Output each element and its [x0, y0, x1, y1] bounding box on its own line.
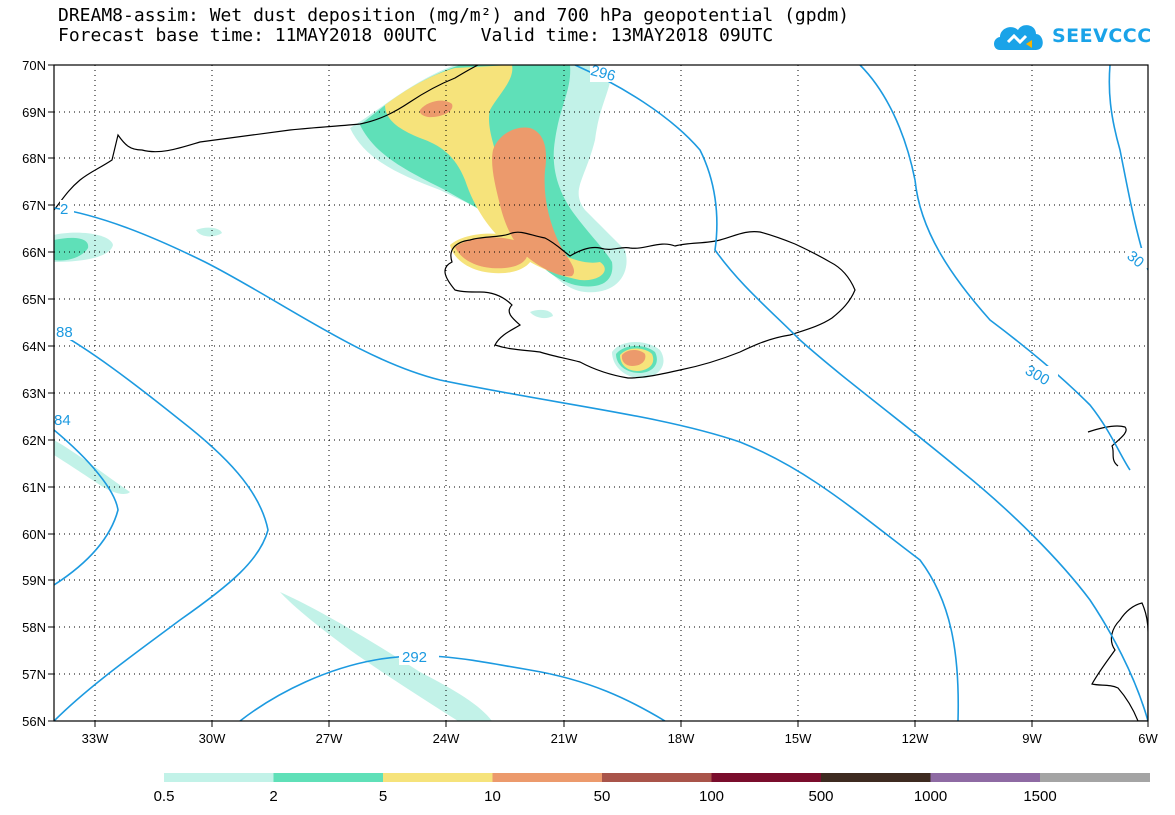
- legend-swatch: [492, 773, 603, 782]
- geopotential-contours: [54, 65, 1148, 721]
- greenland-east-coast: [54, 65, 479, 211]
- latitude-labels: 70N 69N 68N 67N 66N 65N 64N 63N 62N 61N …: [22, 58, 46, 729]
- legend-label: 1500: [1023, 788, 1056, 805]
- contour-296: [574, 65, 1148, 721]
- legend-label: 50: [594, 788, 611, 805]
- logo-text: SEEVCCC: [1052, 25, 1152, 47]
- lat-label: 60N: [22, 527, 46, 542]
- faroe-coast: [1087, 425, 1127, 467]
- lat-label: 62N: [22, 433, 46, 448]
- contour-label-292-partial: 2: [60, 201, 68, 218]
- contour-label-296: 296: [589, 62, 618, 85]
- contour-label-292: 292: [402, 649, 427, 666]
- contour-288: [54, 329, 269, 721]
- legend-swatch: [383, 773, 493, 782]
- contour-label-bg: [54, 322, 76, 340]
- scotland-coast: [1091, 602, 1148, 721]
- contour-label-bg: [399, 645, 439, 665]
- lat-label: 56N: [22, 714, 46, 729]
- lat-label: 63N: [22, 386, 46, 401]
- lon-label: 21W: [551, 731, 578, 746]
- contour-label-284-partial: 84: [54, 412, 71, 429]
- lon-label: 30W: [199, 731, 226, 746]
- graticule: [54, 65, 1148, 721]
- legend-label: 0.5: [154, 788, 175, 805]
- map-subtitle: Forecast base time: 11MAY2018 00UTC Vali…: [58, 25, 774, 46]
- lon-label: 6W: [1138, 731, 1158, 746]
- seevccc-logo: SEEVCCC: [990, 18, 1152, 54]
- lat-label: 59N: [22, 573, 46, 588]
- lon-label: 12W: [902, 731, 929, 746]
- deposition-10-plume: [492, 127, 575, 277]
- legend-label: 1000: [914, 788, 947, 805]
- lon-label: 24W: [433, 731, 460, 746]
- axis-ticks: [48, 64, 1149, 727]
- lat-label: 67N: [22, 198, 46, 213]
- legend-label: 500: [808, 788, 833, 805]
- contour-label-bg: [1024, 366, 1058, 386]
- contour-284: [54, 429, 119, 586]
- iceland-coast: [444, 231, 856, 379]
- deposition-10-west-ext: [455, 237, 528, 269]
- longitude-labels: 33W 30W 27W 24W 21W 18W 15W 12W 9W 6W: [82, 731, 1159, 746]
- contour-label-bg: [60, 200, 74, 218]
- contour-304: [1108, 65, 1148, 271]
- legend-swatch: [273, 773, 384, 782]
- legend-swatch: [821, 773, 931, 782]
- deposition-shading: [54, 65, 664, 721]
- legend-swatch: [711, 773, 822, 782]
- legend-label: 5: [379, 788, 387, 805]
- coastlines: [54, 65, 1148, 721]
- legend-label: 2: [269, 788, 277, 805]
- lat-label: 57N: [22, 667, 46, 682]
- contour-label-bg: [590, 65, 624, 82]
- lon-label: 27W: [316, 731, 343, 746]
- lat-label: 70N: [22, 58, 46, 73]
- lat-label: 64N: [22, 339, 46, 354]
- map-title: DREAM8-assim: Wet dust deposition (mg/m²…: [58, 5, 850, 26]
- cloud-logo-icon: [994, 25, 1043, 50]
- legend-label: 100: [699, 788, 724, 805]
- contour-292-west: [54, 207, 960, 721]
- deposition-2-greenland-coast: [54, 237, 89, 261]
- lon-label: 9W: [1022, 731, 1042, 746]
- deposition-10-north-blob: [419, 100, 453, 118]
- lat-label: 68N: [22, 151, 46, 166]
- contour-300: [859, 65, 1131, 471]
- deposition-0.5-small: [196, 227, 222, 237]
- map-frame: [53, 64, 1149, 722]
- map-fields: 296 300 30 292 88 84 2: [54, 62, 1148, 721]
- deposition-0.5-south-band: [280, 592, 492, 721]
- lon-label: 18W: [668, 731, 695, 746]
- lat-label: 58N: [22, 620, 46, 635]
- legend-swatch: [1040, 773, 1150, 782]
- deposition-10-south-iceland: [621, 350, 646, 366]
- lat-label: 65N: [22, 292, 46, 307]
- deposition-0.5-west-iceland: [530, 309, 553, 319]
- lat-label: 66N: [22, 245, 46, 260]
- lat-label: 69N: [22, 105, 46, 120]
- contour-label-bg: [1126, 248, 1148, 268]
- contour-292-south: [239, 655, 666, 721]
- lon-label: 33W: [82, 731, 109, 746]
- lat-label: 61N: [22, 480, 46, 495]
- legend-swatch: [602, 773, 712, 782]
- contour-label-288-partial: 88: [56, 324, 73, 341]
- legend-swatch: [930, 773, 1041, 782]
- contour-label-bg: [54, 410, 74, 428]
- legend-label: 10: [484, 788, 501, 805]
- legend-colorbar: 0.5 2 5 10 50 100 500 1000 1500: [154, 773, 1150, 805]
- lon-label: 15W: [785, 731, 812, 746]
- legend-swatch: [164, 773, 274, 782]
